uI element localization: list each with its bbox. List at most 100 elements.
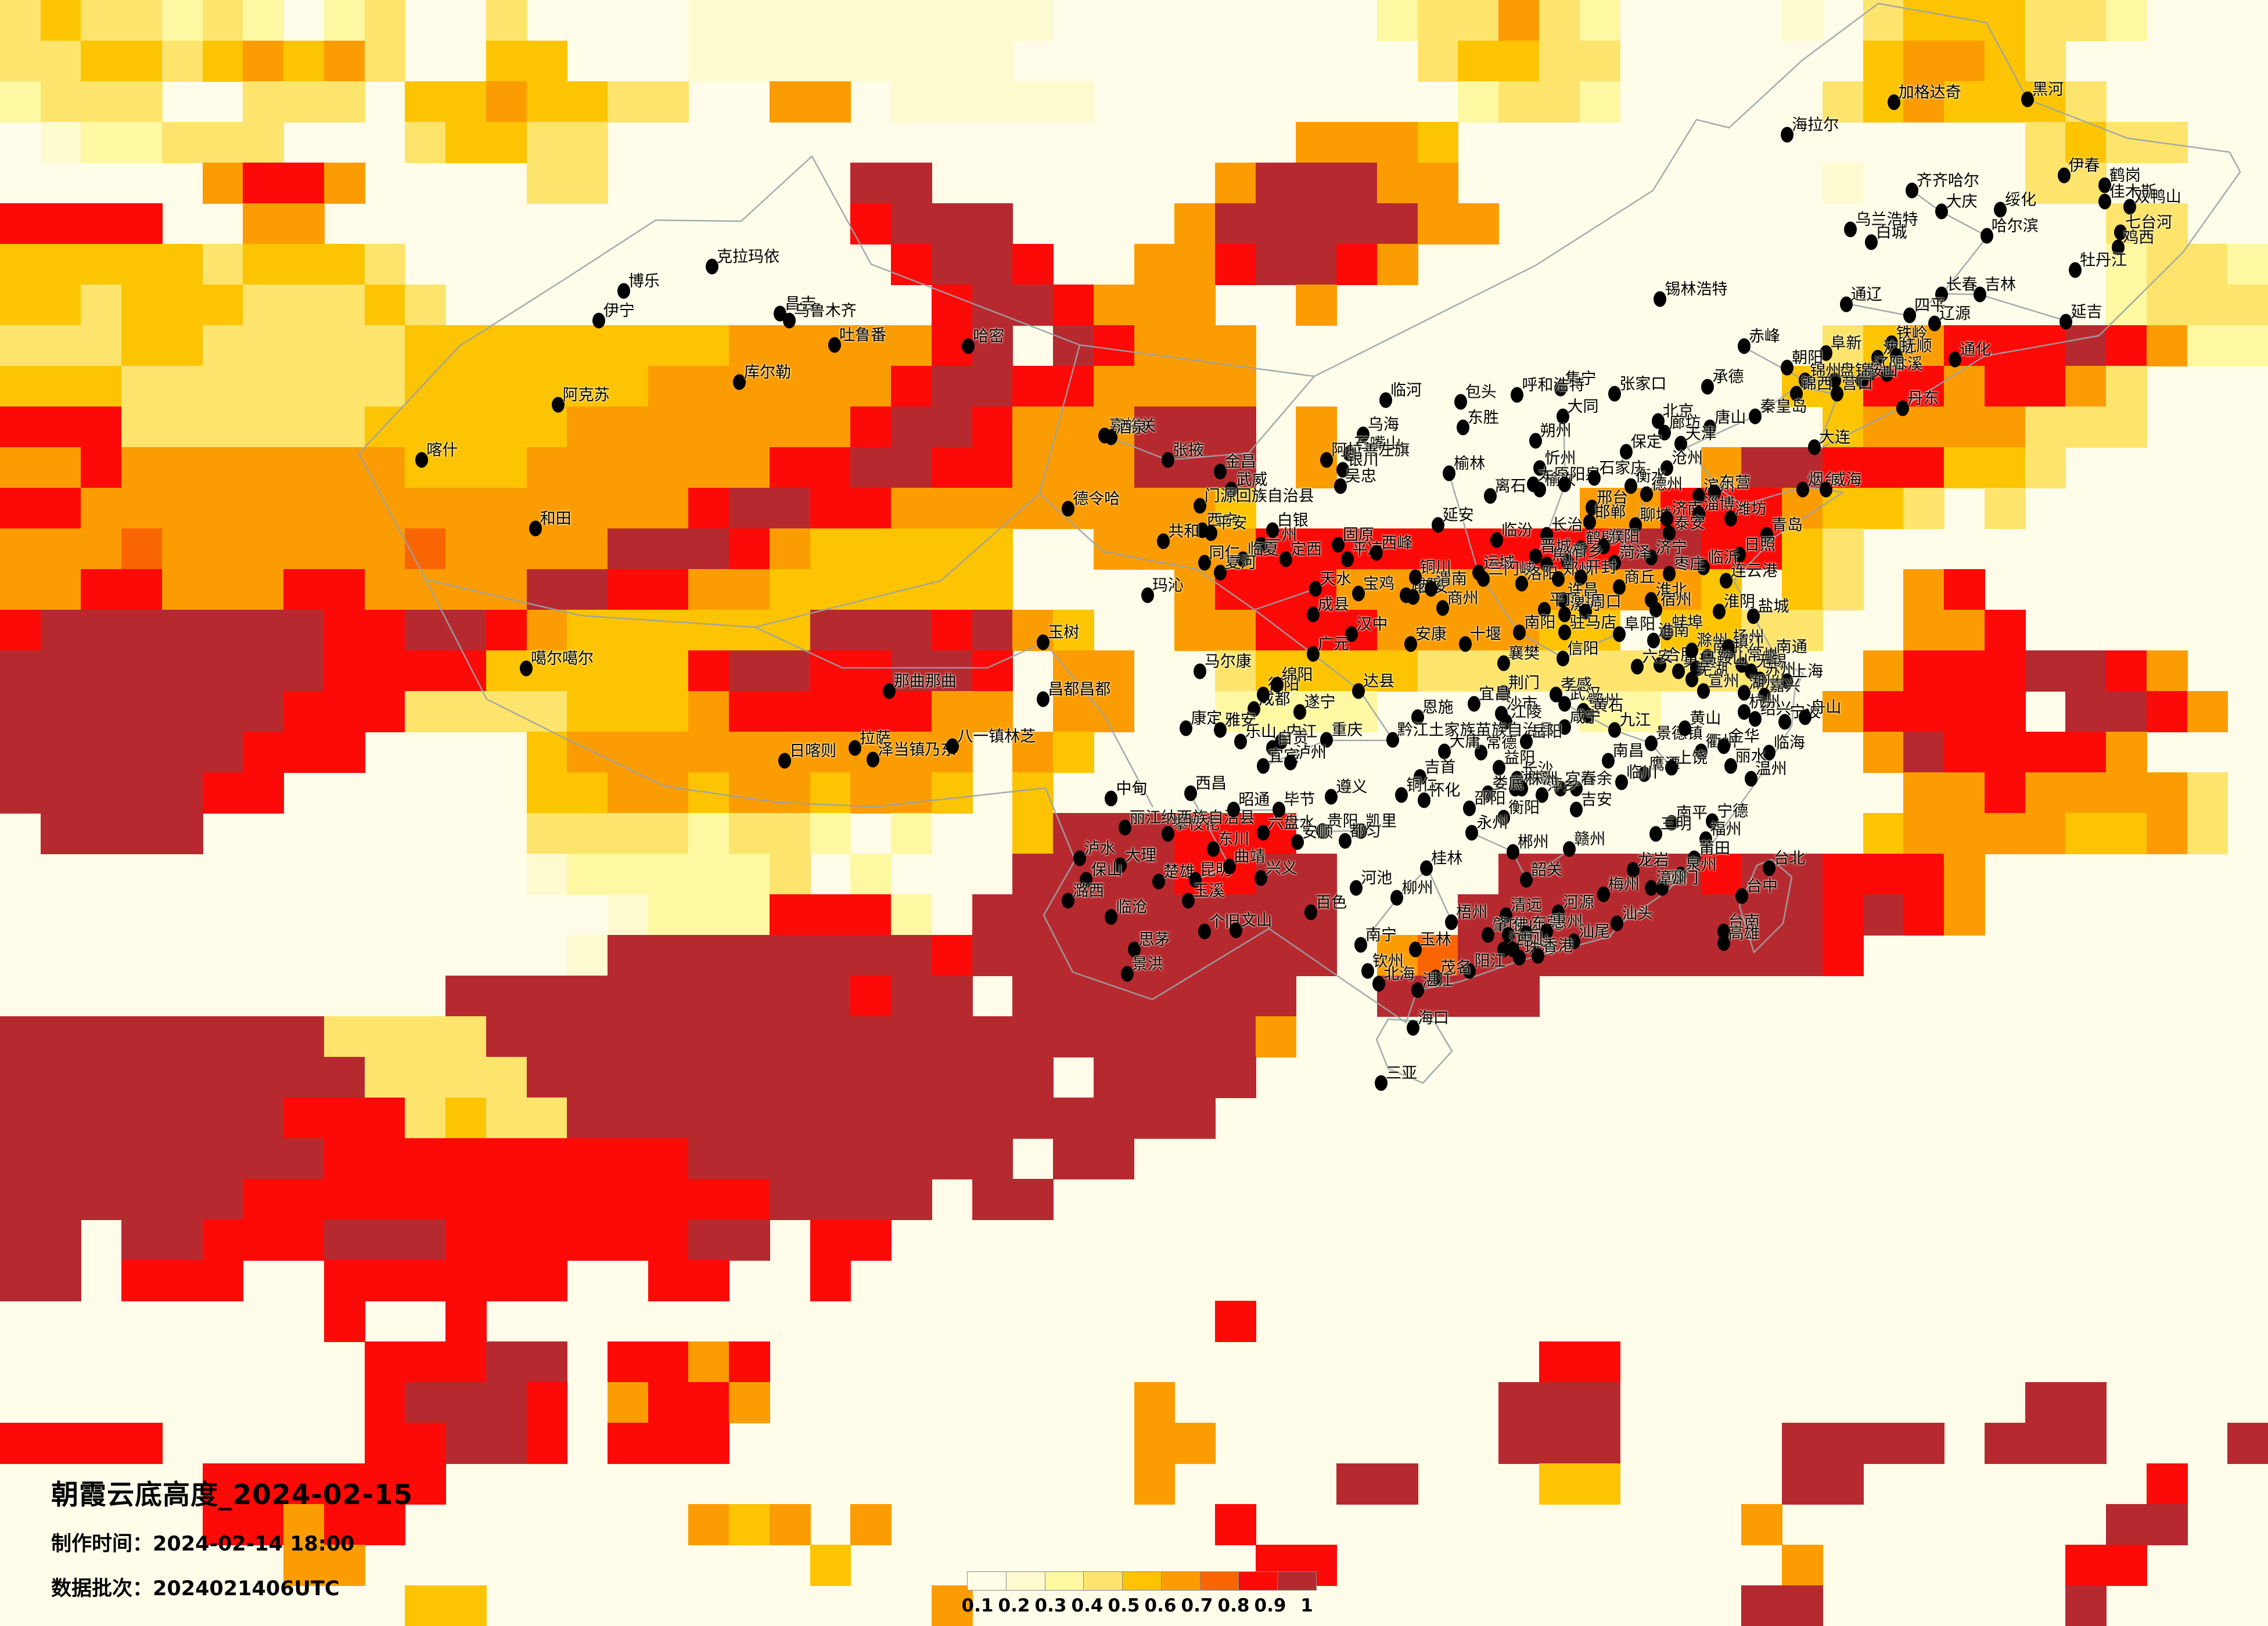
city-label: 衡阳 [1508, 799, 1540, 818]
heat-cell [1296, 122, 1338, 163]
legend-color-box [968, 1572, 1007, 1590]
city-label: 博乐 [628, 272, 660, 291]
city-label: 大连 [1819, 429, 1850, 447]
heat-cell [40, 81, 82, 123]
heat-cell [364, 285, 406, 326]
city-label: 绵阳 [1281, 665, 1313, 684]
heat-cell [364, 244, 406, 285]
heat-cell [729, 0, 770, 41]
city-label: 双鸭山 [2134, 188, 2181, 206]
heat-cell [324, 244, 365, 285]
city-label: 郴州 [1517, 833, 1549, 852]
heat-cell [1296, 163, 1338, 204]
heat-cell [1417, 163, 1459, 204]
city-label: 梅州 [1608, 876, 1640, 894]
heat-cell [769, 81, 811, 123]
city-label: 泽当镇乃东 [878, 740, 957, 759]
heat-cell [1214, 203, 1256, 244]
city-label: 临汾 [1501, 521, 1533, 539]
city-label: 天水 [1320, 570, 1352, 588]
city-label: 西昌 [1195, 775, 1227, 793]
heat-cell [931, 285, 973, 326]
city-label: 三明 [1660, 815, 1692, 834]
heat-cell [1782, 0, 1823, 41]
heat-cell [405, 325, 447, 366]
heat-cell [931, 41, 973, 82]
city-label: 淮阴 [1723, 592, 1755, 611]
city-label: 南宁 [1365, 926, 1397, 944]
heat-cell [81, 122, 123, 163]
heat-cell [1903, 81, 1945, 123]
legend-value: 0.8 [1217, 1595, 1250, 1616]
city-label: 日喀则 [789, 742, 837, 761]
heat-cell [243, 41, 285, 82]
heat-cell [1336, 244, 1378, 285]
heat-cell [2106, 122, 2147, 163]
heat-cell [850, 41, 892, 82]
heat-cell [243, 285, 285, 326]
heat-cell [1579, 0, 1621, 41]
city-label: 黑河 [2032, 80, 2064, 99]
heat-cell [161, 0, 203, 41]
heat-cell [283, 325, 325, 366]
city-label: 沧州 [1672, 449, 1703, 468]
heat-cell [81, 244, 123, 285]
city-label: 赤峰 [1748, 328, 1780, 346]
heat-cell [1336, 122, 1378, 163]
heat-cell [243, 122, 285, 163]
city-label: 玉溪 [1193, 882, 1225, 901]
heat-cell [1944, 41, 1985, 82]
heat-cell [931, 203, 973, 244]
city-label: 临川 [1626, 763, 1658, 782]
city-label: 定西 [1291, 541, 1322, 559]
legend-value-labels: 0.1 0.2 0.3 0.4 0.5 0.6 0.7 0.8 0.9 1 [962, 1595, 1315, 1616]
heat-cell [567, 163, 608, 204]
heat-cell [850, 325, 892, 366]
city-label: 临海 [1773, 734, 1805, 753]
heat-cell [0, 285, 41, 326]
heat-cell [1822, 81, 1864, 123]
city-label: 榆林 [1454, 454, 1486, 473]
heat-cell [0, 81, 41, 123]
city-label: 东营 [1719, 474, 1751, 492]
heat-cell [1336, 203, 1378, 244]
heat-cell [364, 325, 406, 366]
city-label: 菏泽 [1619, 544, 1651, 562]
legend-color-box [1161, 1572, 1201, 1590]
heat-cell [81, 81, 123, 123]
city-label: 丹东 [1907, 389, 1939, 408]
heat-cell [891, 163, 932, 204]
heat-cell [486, 122, 527, 163]
heat-cell [1174, 285, 1216, 326]
heat-cell [324, 163, 365, 204]
city-label: 忻州 [1544, 449, 1576, 468]
heat-cell [1134, 285, 1176, 326]
city-label: 宁德 [1717, 803, 1749, 821]
legend-value: 0.6 [1144, 1595, 1177, 1616]
heat-cell [1255, 244, 1297, 285]
city-label: 福州 [1710, 820, 1742, 839]
city-label: 孝感 [1560, 675, 1592, 694]
city-label: 湛江 [1422, 972, 1454, 990]
city-label: 辽源 [1939, 305, 1971, 323]
city-label: 乐山 [1245, 722, 1277, 741]
heat-cell [891, 0, 932, 41]
city-label: 毕节 [1284, 791, 1315, 810]
heat-cell [891, 81, 932, 123]
city-label: 大同 [1567, 397, 1599, 416]
made-time-line: 制作时间：2024-02-14 18:00 [51, 1527, 413, 1557]
heat-cell [972, 81, 1013, 123]
city-label: 加格达奇 [1898, 84, 1961, 102]
city-label: 通辽 [1850, 285, 1882, 304]
legend-value: 0.3 [1034, 1595, 1067, 1616]
heat-cell [405, 285, 447, 326]
heat-cell [40, 325, 82, 366]
city-label: 南昌 [1612, 742, 1644, 761]
heat-cell [1296, 285, 1338, 326]
city-label: 成县 [1317, 596, 1349, 614]
city-label: 玉林 [1419, 931, 1451, 949]
city-label: 柳州 [1401, 879, 1433, 897]
heat-cell [810, 81, 851, 123]
